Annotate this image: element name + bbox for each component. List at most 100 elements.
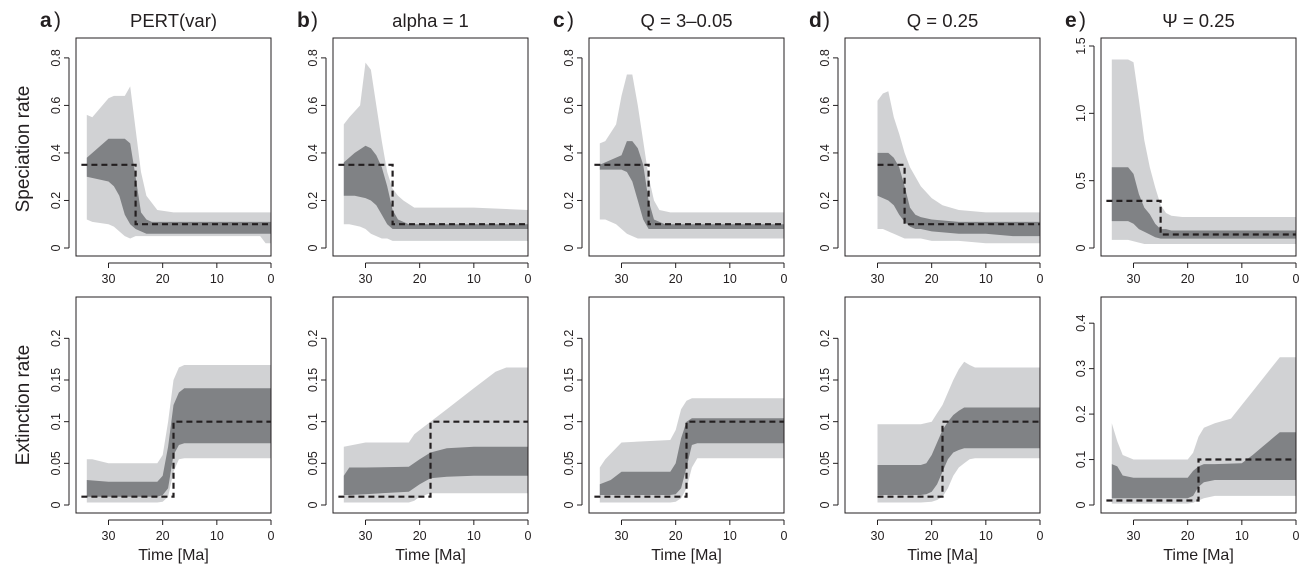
x-tick-label: 0	[1293, 529, 1300, 543]
y-tick-label: 0.8	[49, 49, 63, 66]
speciation-true-rate-line	[1106, 199, 1296, 236]
speciation-plot-a: 0 0.2 0.4 0.6 0.8 30 20 10 0	[49, 37, 275, 286]
panel-title: Ψ = 0.25	[1162, 10, 1235, 31]
y-tick-label: 0.2	[562, 330, 576, 347]
x-axis-title: Time [Ma]	[1163, 547, 1234, 564]
y-tick-label: 0.2	[562, 192, 576, 209]
panel-letter-paren: )	[54, 9, 61, 32]
speciation-inner-band	[86, 138, 271, 234]
x-tick-label: 20	[669, 529, 683, 543]
y-tick-label: 0	[306, 244, 320, 251]
x-tick-label: 30	[1127, 272, 1141, 286]
speciation-y-axis: 0 0.2 0.4 0.6 0.8	[49, 49, 70, 251]
y-tick-label: 0.2	[1074, 405, 1088, 422]
y-tick-label: 0	[49, 501, 63, 508]
panel-letter-paren: )	[823, 9, 830, 32]
y-tick-label: 0.15	[49, 368, 63, 392]
speciation-outer-band	[877, 91, 1040, 244]
y-tick-label: 0.05	[818, 451, 832, 475]
speciation-outer-band	[343, 62, 528, 241]
x-tick-label: 0	[268, 529, 275, 543]
extinction-y-axis: 0 0.05 0.1 0.15 0.2	[49, 330, 70, 508]
x-tick-label: 30	[615, 272, 629, 286]
panel-header: a) PERT(var)	[40, 9, 217, 32]
extinction-inner-band	[877, 407, 1040, 495]
extinction-true-rate-line	[338, 420, 528, 498]
x-tick-label: 20	[156, 529, 170, 543]
y-tick-label: 0.2	[306, 192, 320, 209]
speciation-x-axis: 30 20 10 0	[102, 262, 275, 286]
y-tick-label: 0.15	[818, 368, 832, 392]
panel-d: d) Q = 0.25 0 0.2 0.4 0.6 0.8 30 20 10 0 0 0.05 0.1 0.…	[809, 9, 1044, 564]
panel-letter: b	[297, 9, 310, 32]
x-tick-label: 10	[723, 272, 737, 286]
y-tick-label: 0.2	[818, 192, 832, 209]
extinction-x-axis: 30 20 10 0	[871, 519, 1044, 543]
y-tick-label: 0.8	[818, 49, 832, 66]
x-tick-label: 20	[413, 529, 427, 543]
panel-header: e) Ψ = 0.25	[1065, 9, 1235, 32]
speciation-true-rate-line	[877, 163, 1040, 226]
speciation-plot-frame	[588, 37, 785, 257]
extinction-true-rate-line	[594, 420, 784, 498]
x-tick-label: 10	[1235, 529, 1249, 543]
x-tick-label: 20	[669, 272, 683, 286]
y-tick-label: 0.05	[562, 451, 576, 475]
x-tick-label: 10	[1235, 272, 1249, 286]
extinction-true-rate-line	[1106, 458, 1296, 502]
speciation-plot-c: 0 0.2 0.4 0.6 0.8 30 20 10 0	[562, 37, 788, 286]
extinction-row-label: Extinction rate	[13, 345, 34, 465]
y-tick-label: 0.15	[562, 368, 576, 392]
x-tick-label: 0	[1037, 272, 1044, 286]
panel-title: Q = 3–0.05	[640, 10, 732, 31]
y-tick-label: 1.5	[1074, 37, 1088, 54]
x-axis-title: Time [Ma]	[651, 547, 722, 564]
x-tick-label: 20	[1181, 529, 1195, 543]
x-tick-label: 0	[525, 272, 532, 286]
x-tick-label: 10	[467, 272, 481, 286]
speciation-inner-band	[877, 152, 1040, 237]
speciation-y-axis: 0 0.5 1.0 1.5	[1074, 37, 1095, 251]
y-tick-label: 0.8	[306, 49, 320, 66]
extinction-plot-e: 0 0.1 0.2 0.3 0.4 30 20 10 0 Time [Ma]	[1074, 296, 1300, 564]
panel-e: e) Ψ = 0.25 0 0.5 1.0 1.5 30 20 10 0 0 0.1 0.2 0.3 0.4…	[1065, 9, 1300, 564]
panel-letter-paren: )	[567, 9, 574, 32]
extinction-x-axis: 30 20 10 0	[359, 519, 532, 543]
speciation-x-axis: 30 20 10 0	[359, 262, 532, 286]
y-tick-label: 0.3	[1074, 360, 1088, 377]
speciation-y-axis: 0 0.2 0.4 0.6 0.8	[818, 49, 839, 251]
extinction-inner-band	[1111, 432, 1296, 499]
y-tick-label: 0	[562, 501, 576, 508]
extinction-y-axis: 0 0.05 0.1 0.15 0.2	[306, 330, 327, 508]
extinction-plot-frame	[588, 296, 785, 514]
panel-letter: c	[553, 9, 565, 32]
extinction-inner-band	[343, 446, 528, 495]
x-tick-label: 20	[413, 272, 427, 286]
y-tick-label: 0.4	[1074, 314, 1088, 331]
panel-letter: a	[40, 9, 52, 32]
y-tick-label: 0.2	[49, 330, 63, 347]
panels: a) PERT(var)00.20.40.60.830 20 10 000.050.10…	[40, 9, 1300, 564]
panel-title: PERT(var)	[130, 10, 217, 31]
speciation-y-axis: 0 0.2 0.4 0.6 0.8	[562, 49, 583, 251]
speciation-outer-band	[1111, 59, 1296, 244]
panel-title: alpha = 1	[392, 10, 469, 31]
speciation-true-rate-line	[81, 163, 271, 226]
speciation-plot-frame	[844, 37, 1041, 257]
x-tick-label: 30	[102, 529, 116, 543]
extinction-true-rate-line	[81, 420, 271, 498]
extinction-y-axis: 0 0.05 0.1 0.15 0.2	[562, 330, 583, 508]
speciation-inner-band	[599, 141, 784, 229]
x-tick-label: 10	[979, 272, 993, 286]
y-tick-label: 0.4	[818, 144, 832, 161]
y-tick-label: 0.6	[49, 97, 63, 114]
speciation-plot-frame	[1100, 37, 1297, 257]
x-tick-label: 0	[781, 272, 788, 286]
extinction-y-axis: 0 0.1 0.2 0.3 0.4	[1074, 314, 1095, 508]
speciation-inner-band	[343, 145, 528, 229]
panel-c: c) Q = 3–0.05 0 0.2 0.4 0.6 0.8 30 20 10 0 0 0.05 0.1…	[553, 9, 788, 564]
speciation-plot-frame	[75, 37, 272, 257]
x-axis-title: Time [Ma]	[907, 547, 978, 564]
y-tick-label: 0	[1074, 501, 1088, 508]
y-tick-label: 0.1	[562, 413, 576, 430]
